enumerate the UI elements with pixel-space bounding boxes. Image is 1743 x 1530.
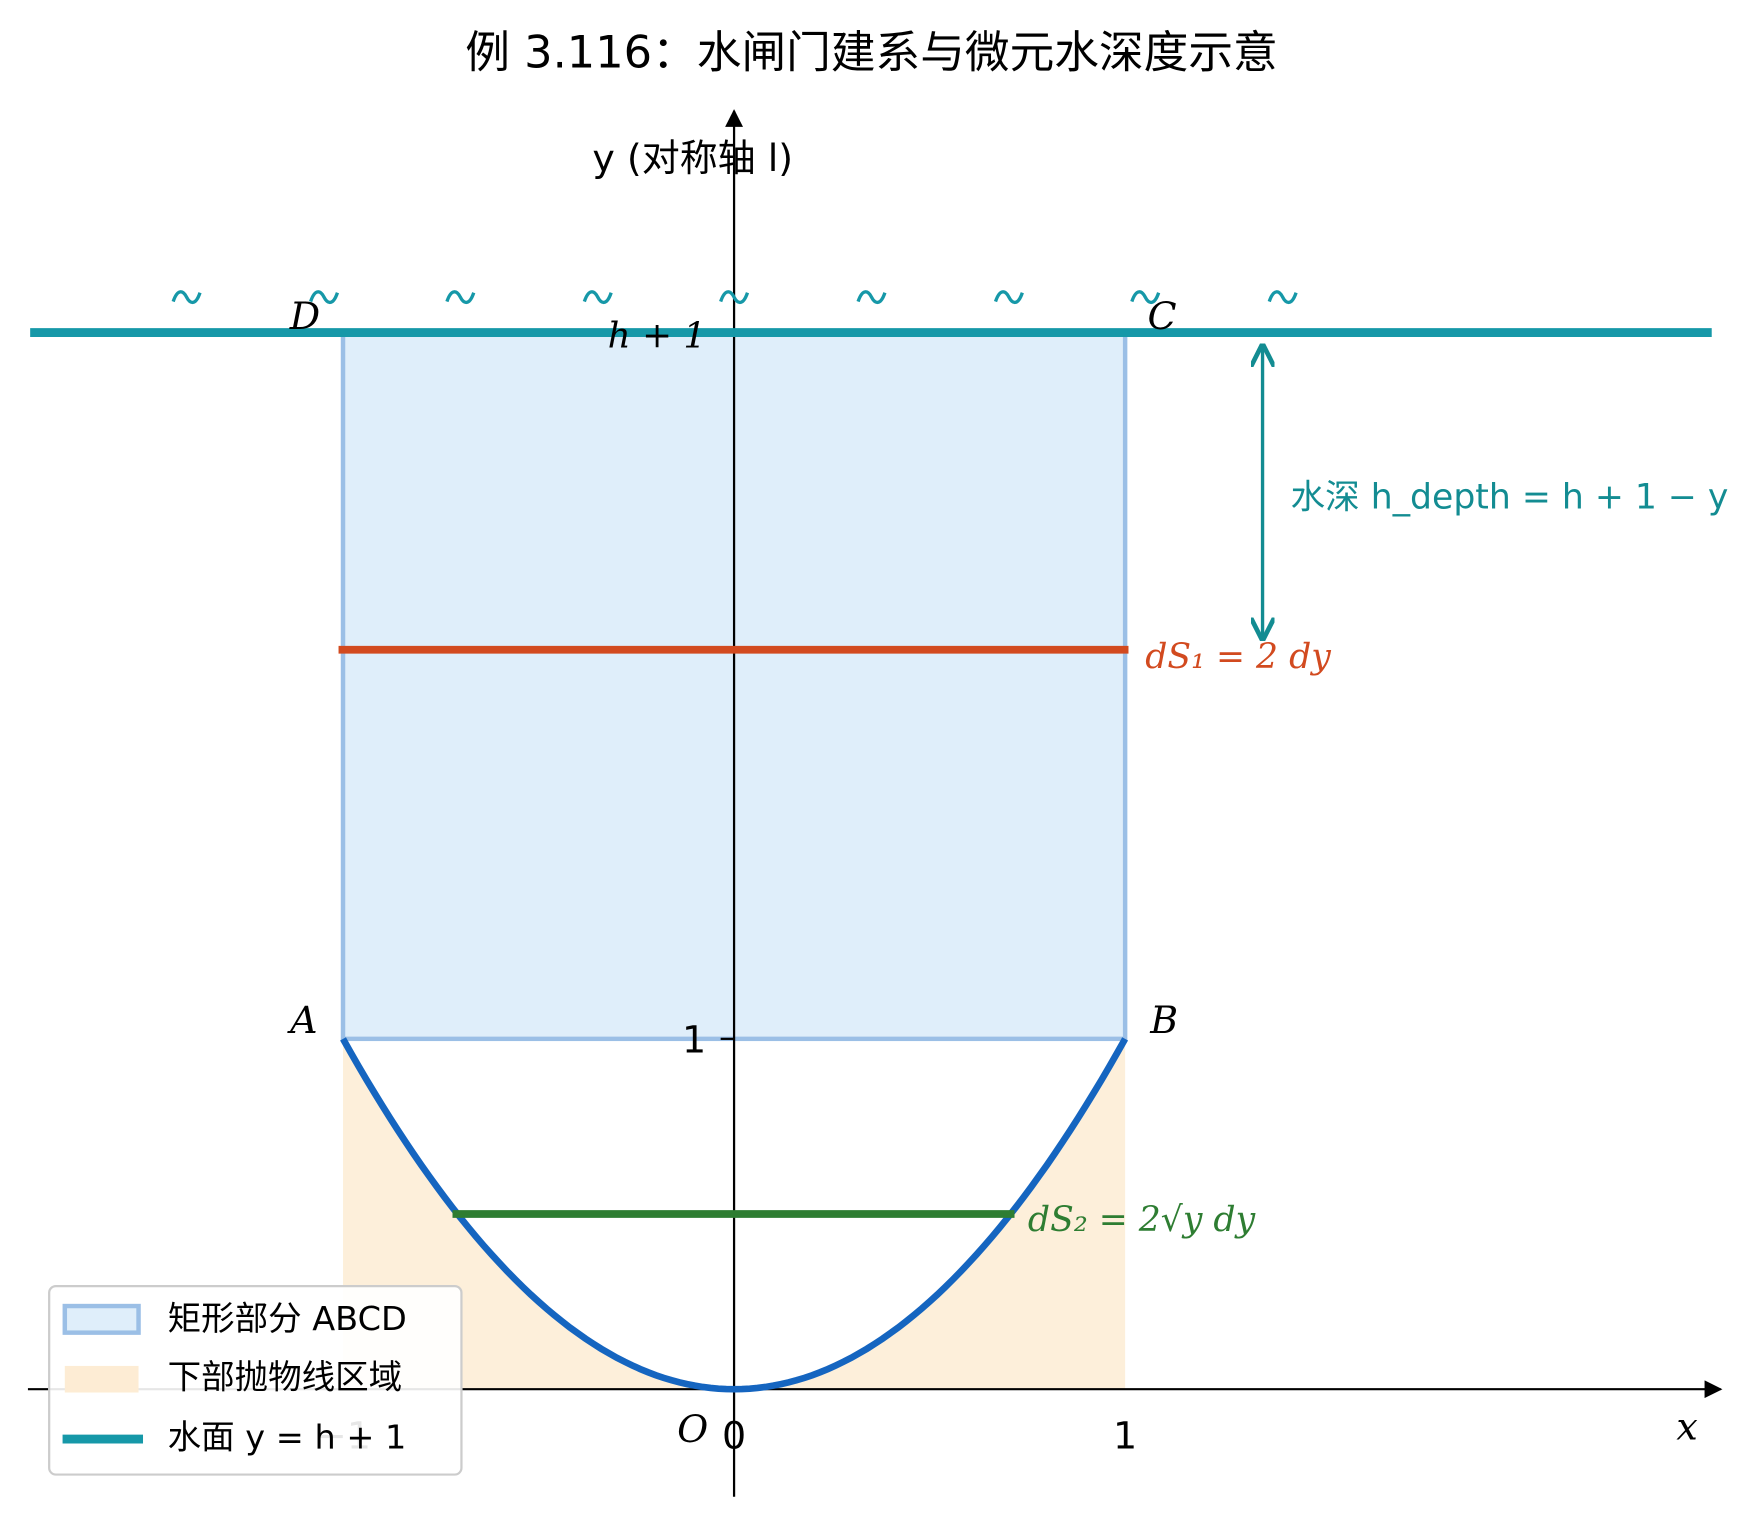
wave <box>445 290 476 305</box>
point-label: A <box>287 998 317 1042</box>
y-tick-label: 1 <box>682 1018 706 1062</box>
legend-label: 水面 y = h + 1 <box>168 1418 407 1457</box>
depth-label: 水深 h_depth = h + 1 − y <box>1290 477 1728 517</box>
title: 例 3.116：水闸门建系与微元水深度示意 <box>465 28 1277 79</box>
wave <box>582 290 613 305</box>
y-tick-label: h + 1 <box>608 316 706 357</box>
strip-rect-label: dS₁ = 2 dy <box>1145 637 1331 677</box>
legend-swatch <box>64 1365 139 1393</box>
point-label: C <box>1147 294 1176 338</box>
y-axis-label: y (对称轴 l) <box>592 136 793 180</box>
strip-parabola-label: dS₂ = 2√y dy <box>1028 1200 1256 1240</box>
origin-label: O <box>677 1407 708 1451</box>
legend-label: 矩形部分 ABCD <box>168 1299 407 1338</box>
wave <box>171 290 202 305</box>
x-axis-label: x <box>1676 1405 1697 1449</box>
wave <box>856 290 887 305</box>
x-tick-label: 0 <box>722 1414 746 1458</box>
parabola <box>340 1037 1129 1393</box>
legend-label: 下部抛物线区域 <box>168 1358 403 1397</box>
legend: 矩形部分 ABCD 下部抛物线区域 水面 y = h + 1 <box>48 1284 463 1476</box>
point-label: B <box>1149 998 1178 1042</box>
x-tick-label: 1 <box>1113 1414 1137 1458</box>
wave <box>1267 290 1298 305</box>
waves <box>171 290 1298 305</box>
point-label: D <box>289 294 320 338</box>
wave <box>719 290 750 305</box>
wave <box>309 290 340 305</box>
legend-swatch <box>62 1303 141 1335</box>
wave <box>1130 290 1161 305</box>
legend-box <box>48 1284 463 1476</box>
wave <box>993 290 1024 305</box>
